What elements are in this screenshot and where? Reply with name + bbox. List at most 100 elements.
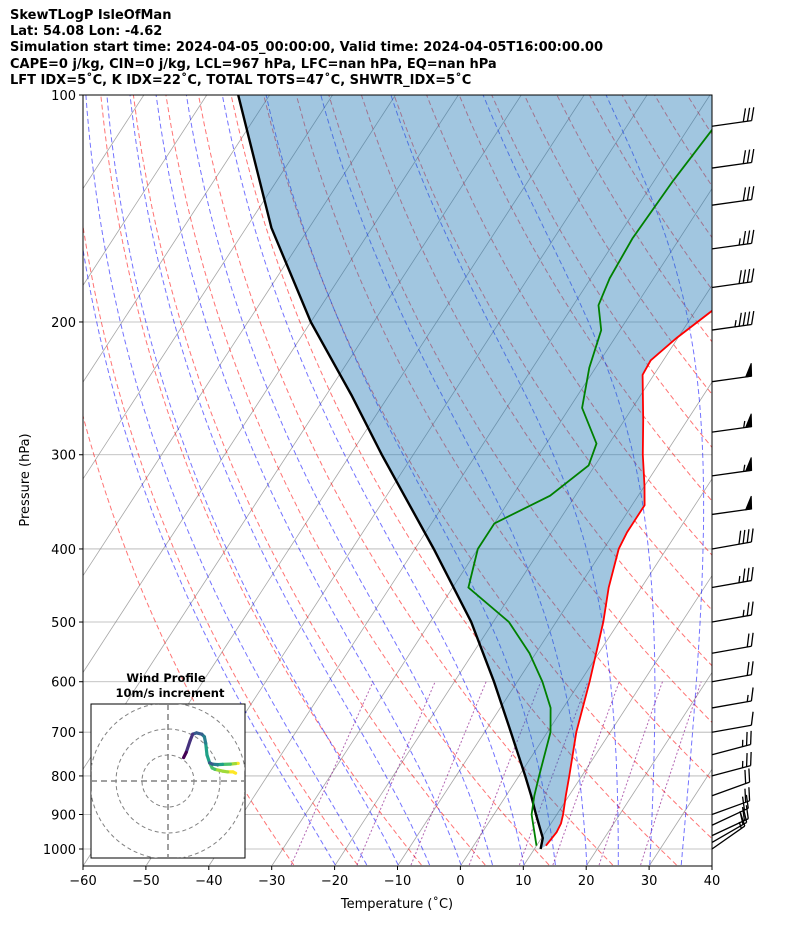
chart-header: SkewTLogP IsleOfMan Lat: 54.08 Lon: -4.6…	[10, 8, 603, 89]
moist-adiabat	[221, 95, 525, 866]
dry-adiabat	[230, 95, 677, 866]
x-tick-label: −60	[69, 874, 96, 889]
isotherm--100	[83, 95, 333, 480]
wind-barb	[711, 148, 755, 169]
isotherm--80	[83, 95, 459, 674]
moist-adiabat	[185, 95, 493, 866]
dry-adiabat	[393, 95, 712, 611]
wind-barb	[711, 687, 754, 709]
wind-profile-inset: Wind Profile 10m/s increment	[90, 671, 246, 859]
wind-barb	[711, 661, 754, 683]
isotherm-40	[713, 95, 794, 865]
wind-barb	[711, 528, 754, 550]
x-tick-label: −30	[258, 874, 285, 889]
y-tick-label: 200	[51, 316, 76, 331]
wind-barb	[711, 186, 755, 206]
isotherm-0	[460, 478, 712, 866]
x-tick-label: −20	[321, 874, 348, 889]
wind-barb	[711, 495, 753, 516]
dry-adiabat	[132, 95, 486, 866]
wind-barb	[711, 601, 754, 623]
wind-barb	[711, 805, 749, 837]
x-tick-label: −50	[132, 874, 159, 889]
isotherm--20	[334, 284, 712, 866]
hodograph-segment	[182, 750, 188, 760]
stability-parameters: CAPE=0 j/kg, CIN=0 j/kg, LCL=967 hPa, LF…	[10, 56, 497, 72]
isotherm--150	[0, 95, 18, 865]
dry-adiabat	[785, 95, 794, 865]
mixing-ratio-line	[518, 681, 589, 866]
dry-adiabat	[198, 95, 614, 866]
hodograph-segment	[184, 739, 192, 755]
x-axis-label: Temperature (˚C)	[340, 896, 453, 912]
moist-adiabat	[265, 95, 556, 866]
isotherm--30	[272, 187, 712, 866]
isotherm--110	[83, 95, 270, 383]
isotherm-20	[586, 671, 712, 866]
wind-barb	[711, 310, 755, 331]
mixing-ratio-line	[468, 681, 542, 866]
mixing-ratio-line	[552, 681, 620, 866]
moist-adiabat	[155, 95, 462, 866]
y-tick-label: 700	[51, 726, 76, 741]
wind-barb	[711, 812, 746, 850]
inset-title-line1: Wind Profile	[126, 671, 206, 685]
mixing-ratio-line	[598, 681, 663, 866]
hodograph-segment	[208, 761, 214, 766]
wind-barb	[711, 730, 752, 756]
background-lines	[0, 95, 794, 866]
location-coordinates: Lat: 54.08 Lon: -4.62	[10, 24, 163, 40]
wind-barb	[711, 566, 754, 589]
y-tick-label: 600	[51, 676, 76, 691]
wind-barb	[711, 413, 753, 433]
y-tick-label: 800	[51, 770, 76, 785]
dry-adiabat	[752, 95, 794, 865]
dry-adiabat	[295, 95, 712, 781]
moist-adiabat	[605, 95, 705, 866]
hodograph-segment	[204, 741, 209, 757]
wind-barb	[711, 107, 755, 127]
sounding-profiles	[237, 95, 712, 850]
dry-adiabat	[458, 95, 712, 502]
dry-adiabat	[263, 95, 712, 840]
y-tick-label: 900	[51, 808, 76, 823]
dry-adiabat	[100, 95, 422, 866]
wind-barb	[711, 229, 755, 250]
y-tick-label: 400	[51, 543, 76, 558]
dry-adiabat	[165, 95, 550, 866]
wind-barb	[711, 711, 754, 733]
mixing-ratio-line	[356, 681, 436, 866]
isotherm--140	[0, 95, 81, 865]
x-tick-label: −40	[195, 874, 222, 889]
isotherm--90	[83, 95, 396, 577]
axes: −60 −50 −40 −30 −20 −10 0 10 20 30 40 1000 900 800 700…	[43, 89, 720, 889]
parcel-profile-line	[237, 95, 545, 850]
moist-adiabat	[83, 246, 336, 866]
x-tick-label: 20	[578, 874, 595, 889]
mixing-ratio-line	[410, 681, 487, 866]
isotherm--120	[83, 95, 208, 287]
wind-barb	[711, 268, 755, 289]
mixing-ratio-line	[640, 681, 702, 866]
wind-barb	[711, 787, 751, 816]
wind-barbs	[711, 107, 755, 850]
dry-adiabat	[83, 223, 358, 866]
y-tick-label: 300	[51, 449, 76, 464]
stability-indices: LFT IDX=5˚C, K IDX=22˚C, TOTAL TOTS=47˚C…	[10, 72, 472, 88]
wind-barb	[711, 363, 753, 383]
wind-barb	[711, 751, 752, 777]
moist-adiabat	[390, 95, 619, 865]
y-tick-label: 500	[51, 616, 76, 631]
cin-shading	[238, 95, 712, 849]
temperature-line	[545, 309, 712, 847]
isotherm-50	[776, 95, 794, 865]
inset-title-line2: 10m/s increment	[116, 686, 225, 700]
chart-title: SkewTLogP IsleOfMan	[10, 8, 172, 23]
wind-barb	[711, 632, 754, 654]
x-tick-label: 40	[704, 874, 721, 889]
moist-adiabat	[85, 95, 368, 866]
x-tick-label: 0	[456, 874, 464, 889]
y-tick-label: 1000	[43, 843, 76, 858]
mixing-ratio-line	[290, 681, 374, 866]
wind-barb	[711, 768, 751, 797]
